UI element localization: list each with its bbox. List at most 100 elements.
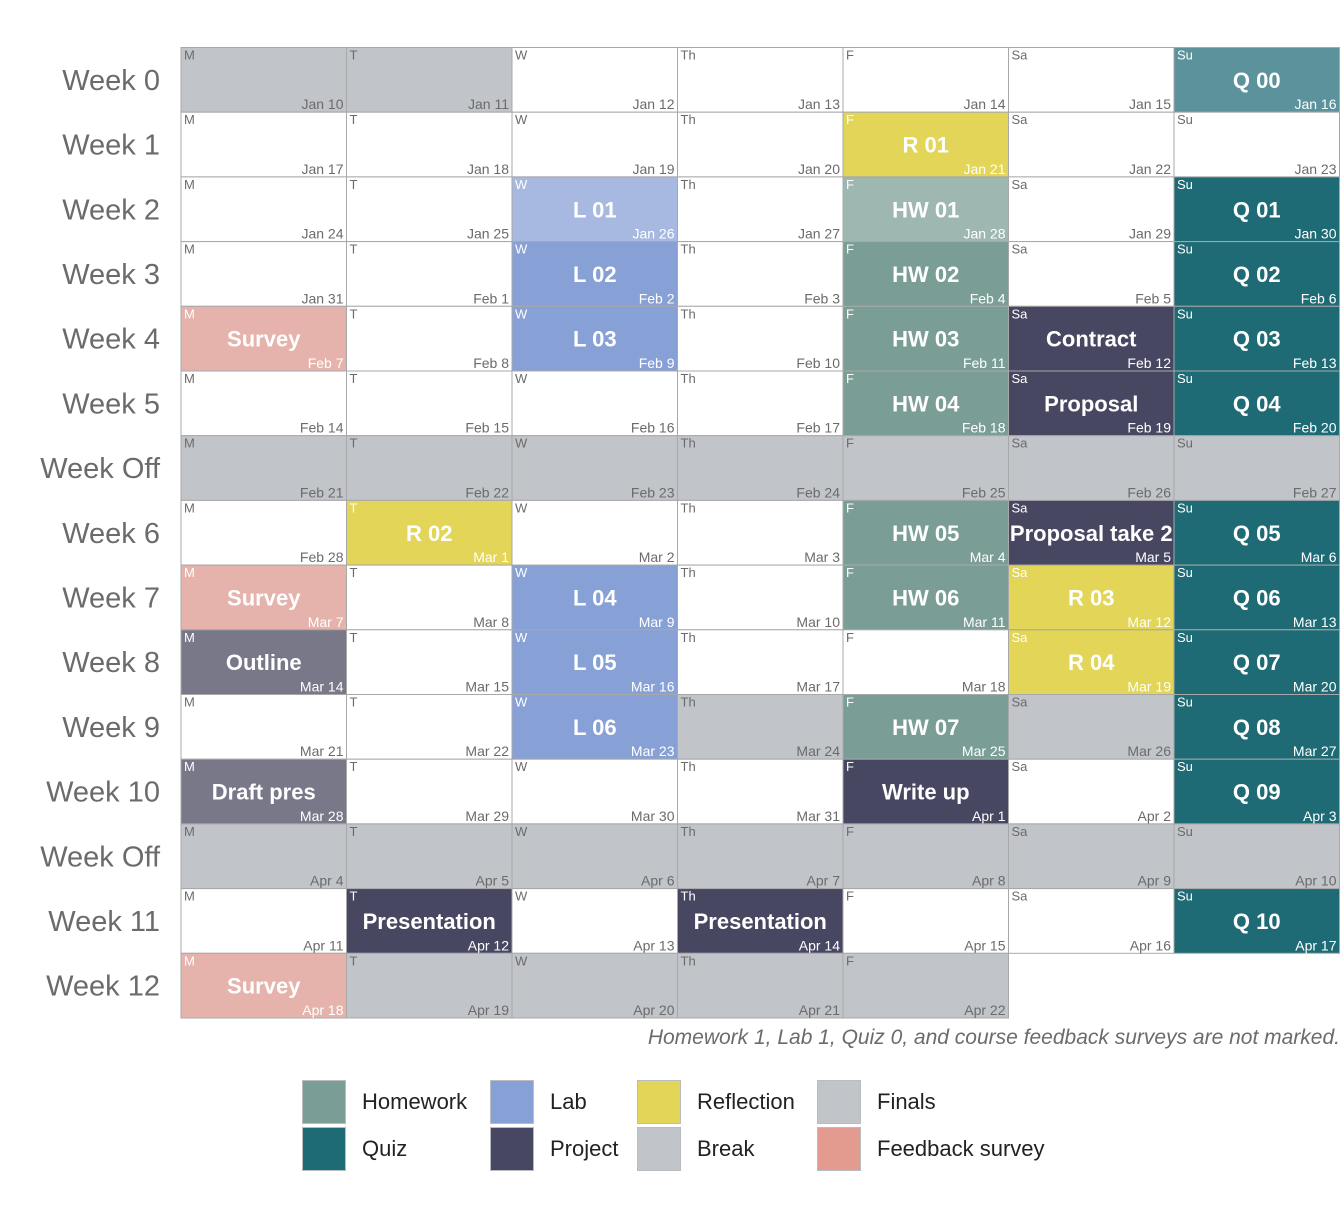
date-label: Feb 23 (631, 484, 675, 500)
day-cell (180, 176, 347, 243)
date-label: Mar 5 (1135, 549, 1171, 565)
day-letter: T (350, 112, 358, 127)
date-label: Feb 16 (631, 420, 675, 436)
date-label: Feb 15 (465, 420, 509, 436)
legend-item-feedback-survey: Feedback survey (817, 1127, 1045, 1171)
event-label: Proposal take 2 (1010, 521, 1173, 546)
day-cell (180, 823, 347, 890)
day-cell (677, 176, 844, 243)
day-cell (1008, 241, 1175, 307)
day-cell (677, 370, 844, 437)
event-label: HW 07 (892, 715, 959, 740)
day-cell (842, 435, 1009, 501)
day-cell (180, 435, 347, 501)
day-letter: Sa (1012, 112, 1029, 127)
day-letter: F (846, 242, 854, 257)
date-label: Feb 17 (796, 420, 840, 436)
legend-label: Project (550, 1136, 619, 1161)
date-label: Feb 6 (1301, 290, 1337, 306)
date-label: Apr 7 (807, 873, 841, 889)
date-label: Apr 1 (972, 808, 1006, 824)
day-letter: Sa (1012, 436, 1029, 451)
event-label: Write up (882, 780, 970, 805)
date-label: Jan 24 (301, 226, 343, 242)
day-letter: M (184, 371, 195, 386)
day-cell (180, 758, 347, 825)
week-label: Week 4 (62, 324, 160, 356)
event-label: L 05 (573, 650, 617, 675)
day-cell (180, 952, 347, 1019)
date-label: Jan 23 (1294, 161, 1336, 177)
legend-item-break: Break (637, 1127, 754, 1171)
day-cell (842, 952, 1009, 1019)
day-letter: M (184, 242, 195, 257)
day-letter: T (350, 306, 358, 321)
event-label: Q 08 (1233, 715, 1281, 740)
date-label: Mar 13 (1293, 614, 1337, 630)
event-label: Survey (227, 585, 301, 610)
week-label: Week 9 (62, 712, 160, 744)
day-letter: F (846, 565, 854, 580)
date-label: Jan 27 (798, 226, 840, 242)
day-letter: F (846, 759, 854, 774)
day-letter: Su (1177, 371, 1193, 386)
day-cell (1173, 241, 1340, 307)
date-label: Apr 5 (476, 873, 510, 889)
date-label: Jan 31 (301, 290, 343, 306)
day-cell (346, 823, 513, 890)
legend-label: Finals (877, 1089, 936, 1114)
event-label: Q 05 (1233, 521, 1281, 546)
day-cell (1173, 629, 1340, 695)
date-label: Mar 8 (473, 614, 509, 630)
footnote: Homework 1, Lab 1, Quiz 0, and course fe… (647, 1026, 1340, 1049)
date-label: Feb 14 (300, 420, 344, 436)
day-cell (842, 823, 1009, 890)
event-label: L 01 (573, 197, 617, 222)
day-cell (1008, 176, 1175, 243)
date-label: Mar 4 (970, 549, 1006, 565)
day-letter: T (350, 953, 358, 968)
day-letter: Su (1177, 306, 1193, 321)
date-label: Apr 14 (799, 937, 840, 953)
week-label: Week 12 (46, 971, 160, 1003)
week-label: Week 2 (62, 194, 160, 226)
event-label: Proposal (1044, 391, 1138, 416)
legend-swatch-lab (490, 1080, 534, 1124)
day-letter: Th (681, 630, 696, 645)
date-label: Mar 30 (631, 808, 675, 824)
event-label: Draft pres (212, 780, 316, 805)
date-label: Feb 1 (473, 290, 509, 306)
day-cell (511, 629, 678, 695)
date-label: Feb 27 (1293, 484, 1337, 500)
day-letter: W (515, 436, 528, 451)
day-cell (842, 694, 1009, 760)
date-label: Feb 10 (796, 355, 840, 371)
event-label: L 06 (573, 715, 617, 740)
date-label: Jan 30 (1294, 226, 1336, 242)
day-letter: Su (1177, 177, 1193, 192)
legend-item-lab: Lab (490, 1080, 587, 1124)
day-cell (677, 47, 844, 113)
day-letter: M (184, 889, 195, 904)
event-label: Presentation (694, 909, 827, 934)
event-label: Outline (226, 650, 302, 675)
date-label: Apr 15 (964, 937, 1005, 953)
date-label: Mar 16 (631, 679, 675, 695)
day-letter: W (515, 824, 528, 839)
day-letter: M (184, 500, 195, 515)
date-label: Feb 25 (962, 484, 1006, 500)
legend: Homework Quiz Lab Project Reflection Bre… (302, 1080, 1122, 1180)
week-label: Week 1 (62, 130, 160, 162)
day-letter: Th (681, 565, 696, 580)
day-cell (1008, 888, 1175, 954)
date-label: Mar 21 (300, 743, 344, 759)
day-cell (1008, 111, 1175, 178)
day-letter: Su (1177, 242, 1193, 257)
day-cell (346, 952, 513, 1019)
date-label: Mar 11 (963, 614, 1006, 630)
day-cell (677, 499, 844, 566)
date-label: Jan 12 (632, 96, 674, 112)
day-letter: F (846, 112, 854, 127)
day-letter: T (350, 889, 358, 904)
day-letter: W (515, 565, 528, 580)
